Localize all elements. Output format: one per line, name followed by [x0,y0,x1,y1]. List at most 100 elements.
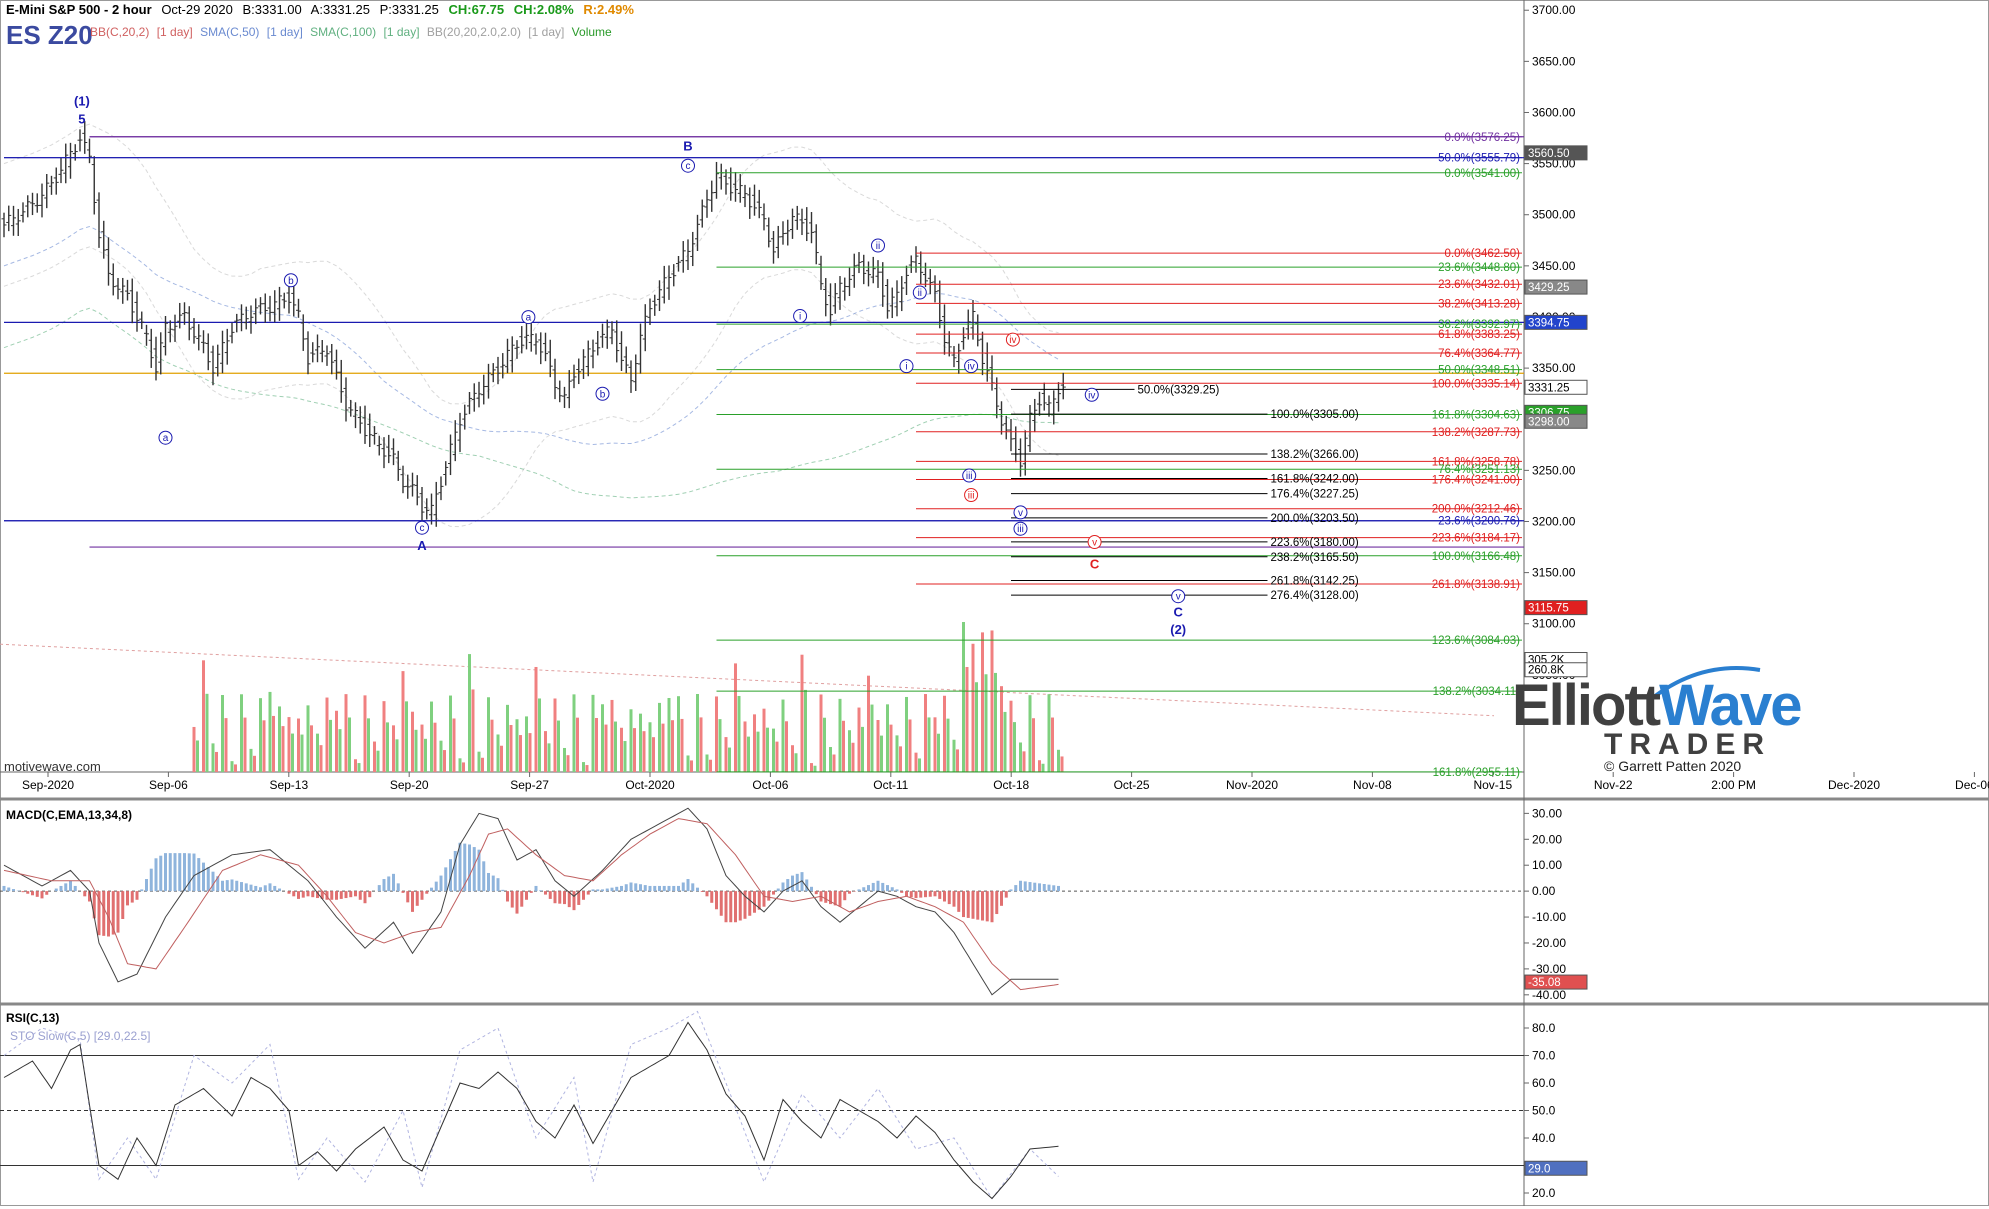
macd-histogram-bar [1014,885,1017,891]
wave-label: ii [876,241,880,252]
macd-histogram-bar [1000,891,1003,906]
macd-histogram-bar [611,888,614,891]
macd-histogram-bar [22,891,25,892]
macd-histogram-bar [644,885,647,891]
wave-label: iii [966,471,973,482]
macd-histogram-bar [159,856,162,891]
macd-histogram-bar [530,891,533,893]
macd-histogram-bar [188,853,191,891]
macd-histogram-bar [31,891,34,895]
volume-bar [415,730,418,772]
rsi-tick-label: 80.0 [1532,1021,1556,1035]
macd-histogram-bar [872,883,875,891]
macd-histogram-bar [64,883,67,891]
macd-histogram-bar [539,890,542,891]
macd-histogram-bar [915,891,918,898]
volume-bar [544,731,547,772]
macd-histogram-bar [630,882,633,891]
volume-bar [377,751,380,772]
volume-bar [582,762,585,772]
macd-histogram-bar [981,891,984,920]
volume-bar [396,739,399,772]
price-tick-label: 3250.00 [1532,463,1576,477]
price-axis-badge-label: 3429.25 [1528,282,1570,294]
volume-bar [358,763,361,772]
header-change-pct: CH:2.08% [514,2,574,17]
volume-bar [833,755,836,772]
macd-histogram-bar [734,891,737,922]
macd-histogram-bar [858,889,861,891]
macd-histogram-bar [867,885,870,891]
macd-histogram-bar [430,888,433,891]
wave-label: v [1018,508,1023,519]
macd-histogram-bar [967,891,970,918]
volume-bar [548,743,551,772]
volume-bar [611,700,614,772]
volume-bar [677,696,680,772]
wave-label: C [1090,557,1100,572]
macd-histogram-bar [877,881,880,891]
macd-histogram-bar [653,886,656,891]
macd-histogram-bar [615,887,618,891]
macd-histogram-bar [1052,885,1055,891]
macd-histogram-bar [753,891,756,913]
volume-bar [424,739,427,772]
volume-bar [1013,722,1016,772]
volume-bar [348,717,351,772]
macd-histogram-bar [473,847,476,891]
volume-bar [225,718,228,772]
wave-label: B [683,138,692,153]
wave-label: A [417,538,427,553]
macd-histogram-bar [250,885,253,891]
macd-histogram-bar [986,891,989,921]
macd-histogram-bar [1019,881,1022,891]
fib-extension-label: 161.8%(3242.00) [1271,474,1359,486]
indicator-legend: BB(C,20,2) [1 day] SMA(C,50) [1 day] SMA… [90,25,616,39]
volume-bar [905,697,908,772]
macd-histogram-bar [235,881,238,891]
price-axis-badge-label: 3331.25 [1528,382,1570,394]
macd-histogram-bar [492,876,495,892]
volume-bar [744,721,747,772]
macd-histogram-bar [1029,882,1032,891]
macd-histogram-bar [1048,885,1051,891]
fib-extension-label: 238.2%(3165.50) [1271,552,1359,564]
fib-level-label: 0.0%(3541.00) [1445,168,1521,180]
price-tick-label: 3200.00 [1532,514,1576,528]
sto-slow-line [4,1012,1059,1199]
volume-bar [535,667,538,772]
macd-histogram-bar [1024,881,1027,891]
price-tick-label: 3450.00 [1532,259,1576,273]
macd-histogram-bar [929,891,932,897]
macd-histogram-bar [136,891,139,900]
macd-histogram-bar [245,883,248,891]
volume-bar [206,694,209,772]
volume-bar [896,735,899,772]
volume-bar [782,700,785,772]
macd-histogram-bar [69,881,72,891]
price-tick-label: 3150.00 [1532,566,1576,580]
volume-bar [440,741,443,772]
macd-value-label: -35.08 [1528,977,1561,989]
fib-level-label: 138.2%(3287.73) [1432,427,1520,439]
volume-bar [639,714,642,772]
macd-tick-label: -10.00 [1532,910,1566,924]
macd-histogram-bar [240,882,243,891]
macd-histogram-bar [900,891,903,893]
volume-bar [823,718,826,772]
fib-level-label: 23.6%(3448.80) [1438,262,1520,274]
volume-bar [472,689,475,772]
macd-histogram-bar [36,891,39,897]
wave-label: i [799,312,801,323]
fib-level-label: 261.8%(3138.91) [1432,579,1520,591]
macd-histogram-bar [715,891,718,909]
fib-level-label: 100.0%(3166.48) [1432,551,1520,563]
fib-level-label: 161.8%(3304.63) [1432,409,1520,421]
macd-histogram-bar [340,891,343,899]
macd-histogram-bar [140,889,143,891]
volume-bar [326,698,329,772]
wave-label: i [905,362,907,373]
macd-histogram-bar [145,879,148,891]
macd-histogram-bar [102,891,105,936]
macd-histogram-bar [3,886,6,891]
